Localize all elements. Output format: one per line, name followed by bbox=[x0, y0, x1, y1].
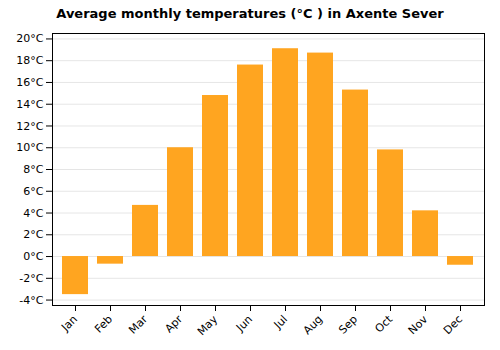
svg-text:Aug: Aug bbox=[301, 313, 325, 337]
svg-text:14°C: 14°C bbox=[16, 98, 43, 111]
svg-text:Jul: Jul bbox=[271, 313, 290, 332]
svg-text:-4°C: -4°C bbox=[19, 294, 43, 307]
svg-text:18°C: 18°C bbox=[16, 54, 43, 67]
svg-text:20°C: 20°C bbox=[16, 32, 43, 45]
svg-text:16°C: 16°C bbox=[16, 76, 43, 89]
svg-text:0°C: 0°C bbox=[23, 250, 43, 263]
svg-text:12°C: 12°C bbox=[16, 120, 43, 133]
svg-text:2°C: 2°C bbox=[23, 228, 43, 241]
svg-text:May: May bbox=[195, 312, 221, 338]
svg-text:6°C: 6°C bbox=[23, 185, 43, 198]
svg-text:Nov: Nov bbox=[406, 312, 431, 337]
svg-text:Mar: Mar bbox=[126, 312, 150, 336]
svg-text:4°C: 4°C bbox=[23, 207, 43, 220]
svg-text:-2°C: -2°C bbox=[19, 272, 43, 285]
svg-text:Jan: Jan bbox=[58, 313, 80, 335]
svg-text:Apr: Apr bbox=[162, 312, 185, 335]
svg-text:8°C: 8°C bbox=[23, 163, 43, 176]
svg-text:10°C: 10°C bbox=[16, 141, 43, 154]
svg-text:Feb: Feb bbox=[92, 313, 115, 336]
svg-text:Sep: Sep bbox=[336, 313, 360, 337]
html-text:Average monthly temperatures (: Average monthly temperatures (°C ) in Ax… bbox=[56, 6, 444, 21]
svg-text:Dec: Dec bbox=[441, 313, 465, 337]
svg-text:Oct: Oct bbox=[372, 312, 395, 335]
svg-text:Jun: Jun bbox=[233, 313, 255, 335]
